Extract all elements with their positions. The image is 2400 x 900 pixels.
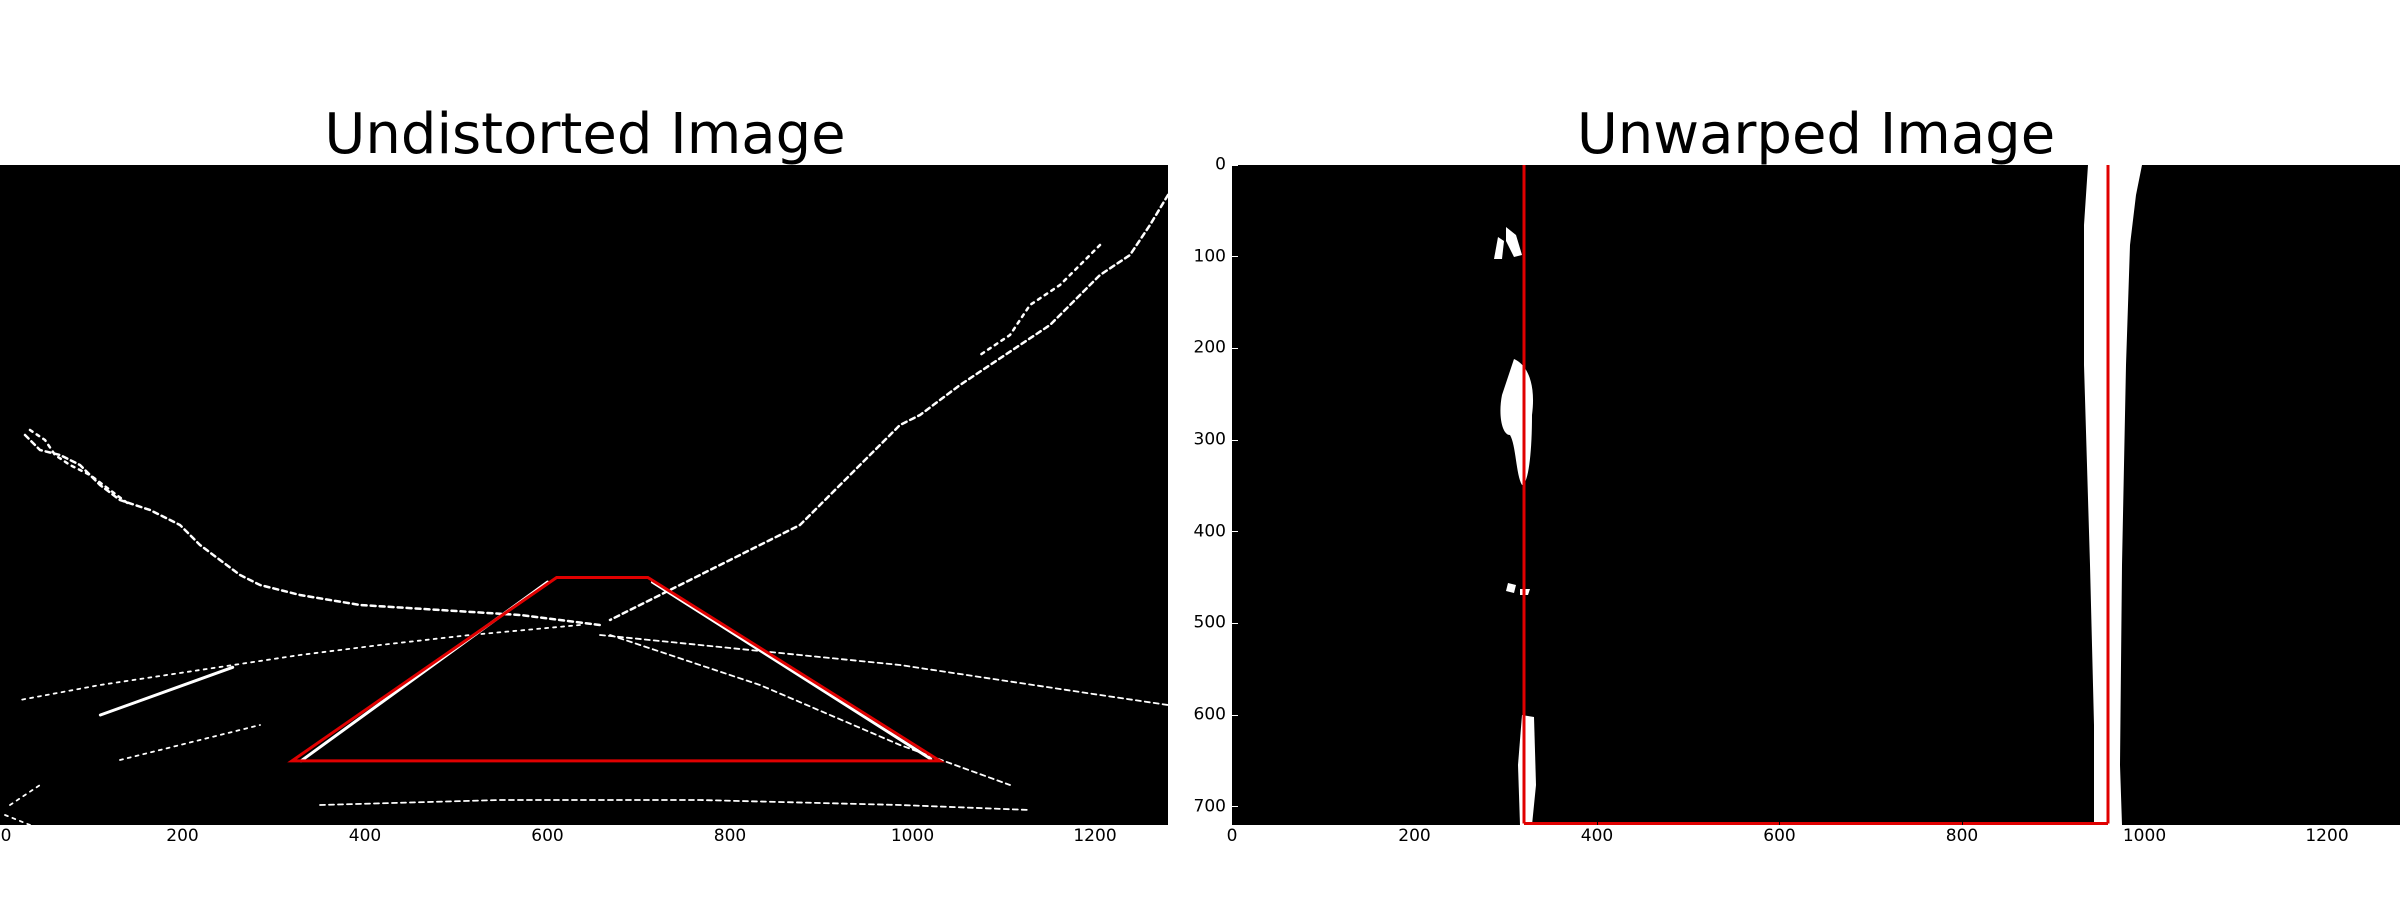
lane-marking xyxy=(98,665,235,717)
unwarped-image-canvas xyxy=(1494,165,2142,825)
y-tick-label: 0 xyxy=(1215,154,1226,175)
y-tick-mark xyxy=(1232,531,1238,533)
x-tick-label: 0 xyxy=(0,826,12,846)
edge-stroke xyxy=(23,433,602,627)
y-tick-mark xyxy=(1232,256,1238,258)
y-tick-mark xyxy=(1232,347,1238,349)
unwarped-image xyxy=(1232,165,2400,825)
undistorted-image xyxy=(0,165,1168,825)
y-tick-mark xyxy=(1232,622,1238,624)
unwarped-image-title: Unwarped Image xyxy=(1576,102,2056,167)
edge-stroke xyxy=(609,634,1011,786)
edge-stroke xyxy=(319,799,1031,811)
undistorted-image-canvas xyxy=(4,193,1168,825)
x-tick-mark xyxy=(1596,819,1598,825)
y-tick-mark xyxy=(1232,439,1238,441)
x-tick-label: 1200 xyxy=(1073,826,1117,846)
x-tick-label: 600 xyxy=(531,826,564,846)
x-tick-mark xyxy=(2144,819,2145,825)
edge-stroke xyxy=(4,784,41,825)
x-tick-mark xyxy=(0,819,1,825)
x-tick-mark xyxy=(729,819,731,825)
y-tick-mark xyxy=(1232,806,1238,808)
y-tick-label: 600 xyxy=(1193,704,1226,725)
x-tick-label: 800 xyxy=(1945,826,1979,846)
x-tick-label: 800 xyxy=(713,826,747,846)
x-tick-label: 200 xyxy=(1398,826,1431,846)
x-tick-mark xyxy=(547,819,548,825)
y-tick-label: 300 xyxy=(1193,429,1226,450)
x-tick-mark xyxy=(1961,819,1963,825)
x-tick-mark xyxy=(1414,819,1415,825)
x-tick-mark xyxy=(1779,819,1780,825)
lane-line-pixels xyxy=(1494,165,2142,825)
x-tick-mark xyxy=(1231,819,1233,825)
x-tick-mark xyxy=(364,819,366,825)
x-tick-mark xyxy=(2326,819,2328,825)
edge-stroke xyxy=(608,193,1168,622)
x-tick-label: 200 xyxy=(166,826,199,846)
y-tick-mark xyxy=(1232,714,1238,716)
x-tick-label: 400 xyxy=(1580,826,1614,846)
x-tick-mark xyxy=(182,819,183,825)
y-tick-label: 200 xyxy=(1193,337,1226,358)
edge-stroke xyxy=(599,634,1168,706)
lane-marking xyxy=(650,580,933,761)
x-tick-label: 0 xyxy=(1226,826,1238,846)
y-tick-mark xyxy=(1232,164,1238,166)
undistorted-image-title: Undistorted Image xyxy=(324,102,846,167)
x-tick-label: 400 xyxy=(348,826,382,846)
y-tick-label: 100 xyxy=(1193,246,1226,267)
y-tick-label: 500 xyxy=(1193,612,1226,633)
destination-region-lines xyxy=(1522,165,2110,825)
edge-stroke xyxy=(28,428,132,507)
x-tick-label: 600 xyxy=(1763,826,1796,846)
x-tick-mark xyxy=(1094,819,1096,825)
x-tick-mark xyxy=(912,819,913,825)
y-tick-label: 400 xyxy=(1193,521,1226,542)
edge-stroke xyxy=(19,624,581,701)
edge-stroke xyxy=(978,243,1102,357)
y-tick-label: 700 xyxy=(1193,796,1226,817)
edge-pixels xyxy=(4,193,1168,825)
source-region-polygon xyxy=(287,576,946,763)
x-tick-label: 1000 xyxy=(2122,826,2167,846)
edge-stroke xyxy=(119,724,261,761)
x-tick-label: 1000 xyxy=(890,826,935,846)
x-tick-label: 1200 xyxy=(2305,826,2349,846)
